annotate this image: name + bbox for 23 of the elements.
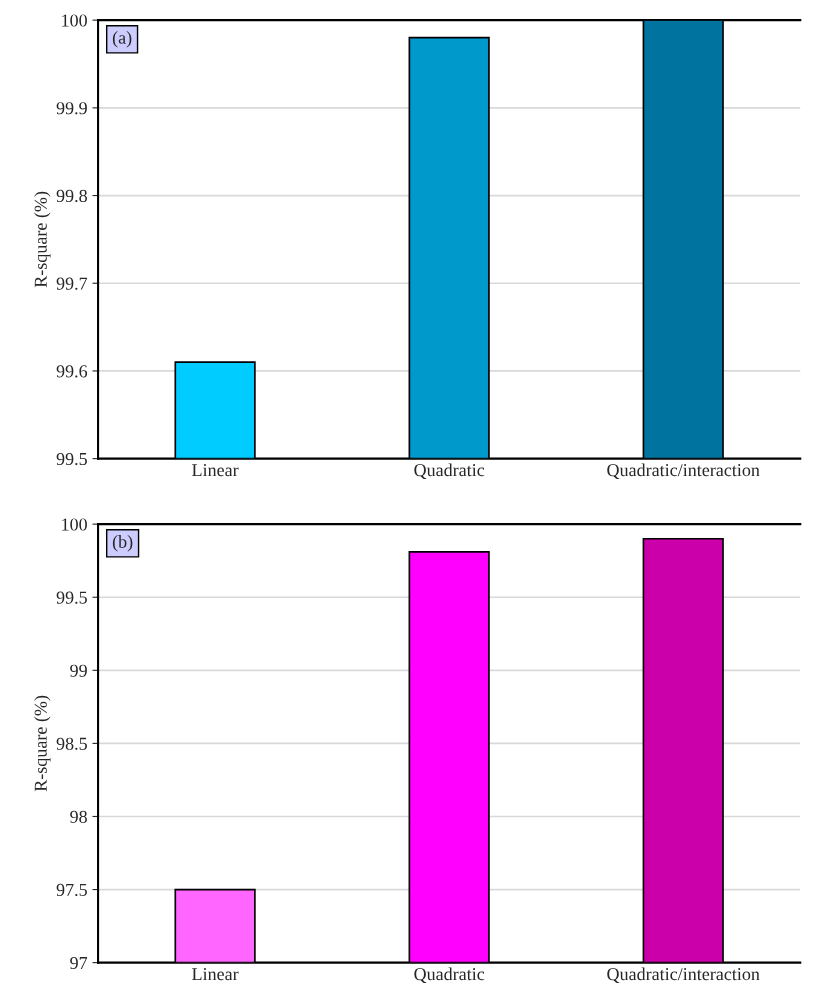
y-tick-label: 100 <box>62 518 87 531</box>
x-tick-label: Linear <box>192 464 239 477</box>
y-axis-title: R-square (%) <box>34 695 51 792</box>
y-tick-label: 98.5 <box>56 737 87 750</box>
y-tick-label: 99.5 <box>56 591 87 604</box>
x-tick-label: Quadratic <box>414 967 485 983</box>
y-axis-title: R-square (%) <box>34 191 51 288</box>
y-tick-label: 98 <box>70 810 87 823</box>
x-tick-label: Quadratic/interaction <box>607 463 760 479</box>
y-tick-label: 99.8 <box>56 189 87 203</box>
y-tick-label: 99 <box>70 664 87 677</box>
annotation: (b) <box>112 535 133 552</box>
x-tick-label: Linear <box>192 968 239 981</box>
y-tick-label: 97 <box>70 956 88 970</box>
y-tick-label: 99.6 <box>56 365 88 378</box>
x-tick-label: Quadratic/interaction <box>607 967 760 983</box>
y-tick-label: 97.5 <box>56 883 87 897</box>
annotation: (a) <box>112 31 132 48</box>
y-tick-label: 99.5 <box>56 452 87 466</box>
y-tick-label: 99.7 <box>56 277 88 290</box>
y-tick-label: 100 <box>62 14 87 27</box>
y-tick-label: 99.9 <box>56 102 87 115</box>
x-tick-label: Quadratic <box>414 463 485 479</box>
